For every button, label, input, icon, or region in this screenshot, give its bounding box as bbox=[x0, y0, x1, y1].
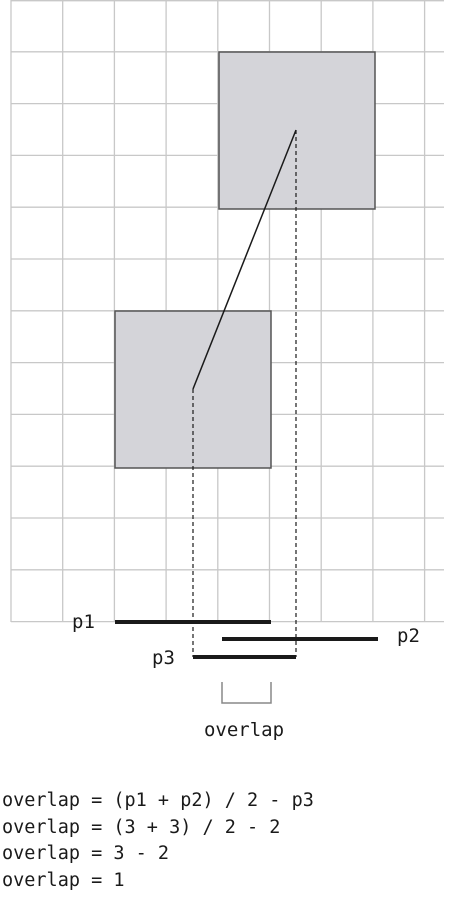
equation-line-1: overlap = (p1 + p2) / 2 - p3 bbox=[2, 788, 314, 815]
equation-line-4: overlap = 1 bbox=[2, 868, 314, 895]
overlap-bracket bbox=[222, 682, 271, 703]
p2-label: p2 bbox=[397, 625, 420, 647]
equation-line-3: overlap = 3 - 2 bbox=[2, 841, 314, 868]
equation-line-2: overlap = (3 + 3) / 2 - 2 bbox=[2, 815, 314, 842]
overlap-label: overlap bbox=[204, 719, 284, 741]
equations-block: overlap = (p1 + p2) / 2 - p3 overlap = (3… bbox=[2, 788, 314, 894]
p3-label: p3 bbox=[152, 647, 175, 669]
p1-label: p1 bbox=[72, 611, 95, 633]
box-upper-right bbox=[219, 52, 375, 209]
